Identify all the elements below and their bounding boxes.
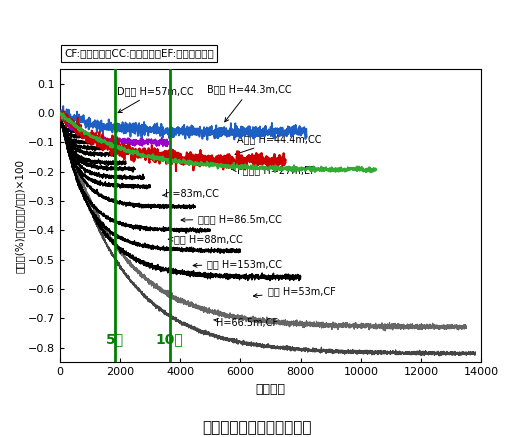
Text: Dダム H=57m,CC: Dダム H=57m,CC (117, 86, 194, 113)
Text: 東北 H=53m,CF: 東北 H=53m,CF (253, 286, 335, 298)
Text: H=66.5m,CF: H=66.5m,CF (214, 318, 279, 328)
X-axis label: 経過日数: 経過日数 (255, 383, 286, 396)
Text: 山梨 H=88m,CC: 山梨 H=88m,CC (169, 234, 243, 244)
Text: 北陸 H=153m,CC: 北陸 H=153m,CC (193, 259, 282, 269)
Text: Bダム H=44.3m,CC: Bダム H=44.3m,CC (207, 85, 292, 122)
Text: 5年: 5年 (106, 332, 124, 346)
Text: CF:表面遗水，CC:中心コア，EF:アースフィル: CF:表面遗水，CC:中心コア，EF:アースフィル (64, 49, 214, 59)
Y-axis label: 圧縮率(%)＝(沈下量/堤高)×100: 圧縮率(%)＝(沈下量/堤高)×100 (15, 159, 25, 273)
Text: 図３　圧縮率の経時的変化: 図３ 圧縮率の経時的変化 (202, 420, 312, 435)
Text: Aダム H=44.4m,CC: Aダム H=44.4m,CC (235, 135, 322, 155)
Text: 10年: 10年 (156, 332, 183, 346)
Text: H=83m,CC: H=83m,CC (162, 189, 219, 199)
Text: Fダム， H=27m,EF: Fダム， H=27m,EF (232, 165, 316, 175)
Text: 北海道 H=86.5m,CC: 北海道 H=86.5m,CC (181, 214, 282, 224)
